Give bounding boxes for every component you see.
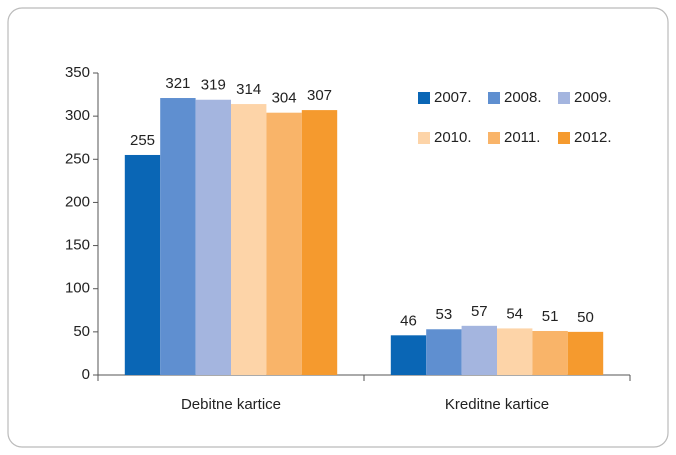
y-tick-label: 0 [82, 366, 90, 383]
bar [426, 329, 462, 375]
data-label: 50 [577, 309, 594, 326]
y-tick-label: 250 [65, 150, 90, 167]
legend-swatch [418, 132, 430, 144]
bar [567, 331, 604, 375]
y-tick-label: 150 [65, 237, 90, 254]
data-label: 51 [542, 308, 559, 325]
bar [231, 104, 267, 375]
bar [461, 325, 497, 375]
bar [497, 328, 533, 375]
legend-swatch [558, 132, 570, 144]
data-label: 304 [272, 90, 297, 107]
bar [124, 154, 161, 375]
bar [160, 98, 196, 375]
data-label: 307 [307, 87, 332, 104]
legend-swatch [488, 132, 500, 144]
data-label: 314 [236, 81, 261, 98]
data-label: 57 [471, 303, 488, 320]
bar [532, 330, 568, 375]
legend-swatch [418, 92, 430, 104]
x-tick-label: Kreditne kartice [445, 396, 549, 413]
legend-swatch [488, 92, 500, 104]
data-label: 255 [130, 132, 155, 149]
legend-label: 2008. [504, 89, 542, 106]
legend-label: 2012. [574, 129, 612, 146]
data-label: 53 [436, 306, 453, 323]
bar [195, 99, 231, 376]
legend-label: 2009. [574, 89, 612, 106]
y-tick-label: 100 [65, 280, 90, 297]
bar [301, 110, 338, 376]
data-label: 319 [201, 77, 226, 94]
frame [7, 7, 669, 448]
y-tick-label: 300 [65, 107, 90, 124]
bar [266, 112, 302, 375]
legend-label: 2010. [434, 129, 472, 146]
y-tick-label: 50 [73, 323, 90, 340]
data-label: 46 [400, 312, 417, 329]
legend-label: 2011. [504, 129, 540, 146]
bar [390, 335, 427, 375]
data-label: 54 [506, 305, 523, 322]
y-tick-label: 350 [65, 64, 90, 81]
legend-swatch [558, 92, 570, 104]
y-tick-label: 200 [65, 193, 90, 210]
data-label: 321 [165, 75, 190, 92]
x-tick-label: Debitne kartice [181, 396, 281, 413]
legend-label: 2007. [434, 89, 472, 106]
